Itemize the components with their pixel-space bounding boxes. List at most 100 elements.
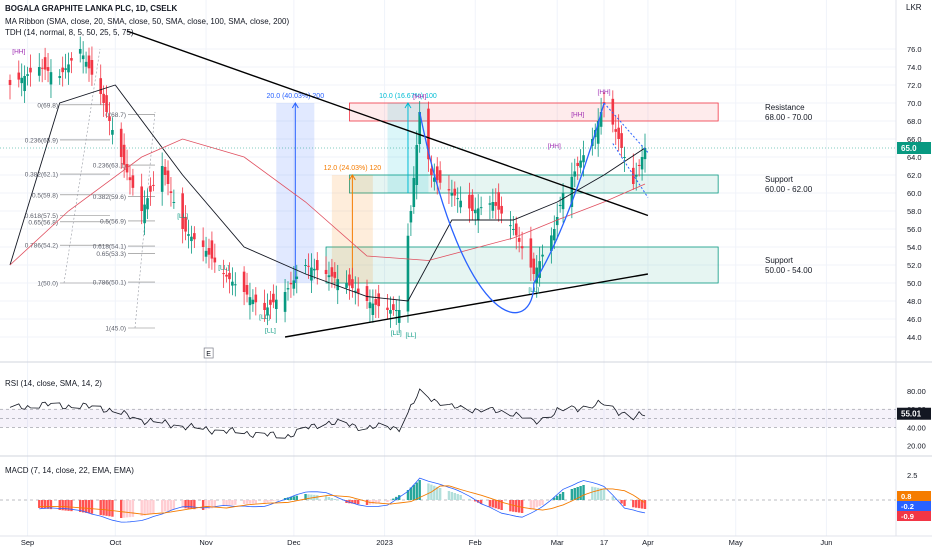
candle xyxy=(394,299,398,326)
candle-body xyxy=(263,302,266,310)
rsi-band xyxy=(0,409,896,428)
candle xyxy=(90,46,94,86)
candle xyxy=(245,272,249,303)
candle-body xyxy=(105,95,108,112)
candle xyxy=(81,41,85,74)
candle xyxy=(573,158,577,188)
candle-body xyxy=(509,225,512,227)
candle-body xyxy=(228,272,231,280)
candle-body xyxy=(620,133,623,148)
candle-body xyxy=(488,203,492,205)
candle-body xyxy=(447,189,451,191)
candle-body xyxy=(599,112,603,127)
macd-histogram-bar xyxy=(632,500,635,508)
macd-histogram-bar xyxy=(594,487,597,500)
macd-legend[interactable]: MACD (7, 14, close, 22, EMA, EMA) xyxy=(5,466,134,475)
candle xyxy=(64,53,67,79)
candle-body xyxy=(345,283,348,288)
price-tick-label: 66.0 xyxy=(907,135,922,144)
candle-body xyxy=(348,274,351,286)
candle-body xyxy=(64,68,67,70)
price-tick-label: 46.0 xyxy=(907,315,922,324)
candle xyxy=(409,205,413,236)
swing-low-label: [LL] xyxy=(259,314,270,321)
macd-histogram-bar xyxy=(640,500,644,509)
candle-body xyxy=(392,304,395,310)
candle xyxy=(430,155,433,188)
candle xyxy=(263,289,266,322)
fib-label: 0.382(59.6) xyxy=(93,194,126,201)
price-tick-label: 72.0 xyxy=(907,81,922,90)
candle xyxy=(286,281,290,301)
candle-body xyxy=(389,310,392,314)
macd-histogram-bar xyxy=(333,499,337,500)
macd-histogram-bar xyxy=(512,500,515,512)
macd-histogram-bar xyxy=(269,500,272,502)
candle-body xyxy=(272,293,275,303)
candle-body xyxy=(374,299,378,305)
macd-histogram-bar xyxy=(87,500,91,514)
rsi-value-badge xyxy=(897,407,931,420)
candle xyxy=(541,244,544,270)
fib-label: 0.382(62.1) xyxy=(25,172,58,179)
macd-histogram-bar xyxy=(225,500,228,506)
time-tick-label: May xyxy=(729,538,743,547)
candle-body xyxy=(611,98,615,125)
zone-box xyxy=(349,102,719,122)
candle xyxy=(570,162,574,219)
macd-histogram-bar xyxy=(228,500,231,506)
candle-body xyxy=(152,184,155,186)
macd-histogram-bar xyxy=(371,500,375,505)
candle xyxy=(43,47,47,81)
tdh-legend[interactable]: TDH (14, normal, 8, 5, 50, 25, 5, 75) xyxy=(5,28,134,37)
candle xyxy=(453,181,457,207)
candle-body xyxy=(201,240,205,247)
macd-histogram-bar xyxy=(509,500,512,512)
macd-histogram-bar xyxy=(436,486,439,500)
candle-body xyxy=(336,279,340,291)
rsi-legend[interactable]: RSI (14, close, SMA, 14, 2) xyxy=(5,379,102,388)
fib-label: 1(50.0) xyxy=(37,281,58,288)
candle-body xyxy=(29,67,32,73)
macd-histogram-bar xyxy=(327,497,331,500)
macd-histogram-bar xyxy=(222,500,225,506)
macd-histogram-bar xyxy=(541,500,544,505)
macd-histogram-bar xyxy=(234,500,237,505)
candle xyxy=(351,267,354,298)
macd-histogram-bar xyxy=(415,482,418,500)
moving-average-line xyxy=(9,138,646,266)
time-tick-label: 2023 xyxy=(376,538,393,547)
candle-body xyxy=(131,175,135,188)
candle xyxy=(49,59,53,99)
candle xyxy=(248,282,252,320)
macd-histogram-bar xyxy=(248,500,252,504)
candle xyxy=(234,272,237,297)
macd-histogram-bar xyxy=(357,500,360,505)
candle-body xyxy=(286,288,290,290)
ma-ribbon-legend[interactable]: MA Ribbon (SMA, close, 20, SMA, close, 5… xyxy=(5,17,290,26)
fib-label: 0.65(53.3) xyxy=(96,251,126,258)
fib-label: 0.618(54.1) xyxy=(93,244,126,251)
macd-histogram-bar xyxy=(166,500,170,511)
swing-low-label: [LL] xyxy=(218,265,229,272)
candle xyxy=(269,291,272,320)
candle-body xyxy=(371,303,375,315)
fib-label: 1(45.0) xyxy=(105,326,126,333)
macd-last-value: 0.8 xyxy=(901,492,911,501)
candle xyxy=(187,219,190,249)
macd-histogram-bar xyxy=(591,486,594,500)
candle xyxy=(105,85,108,118)
earnings-marker xyxy=(203,347,214,359)
macd-histogram-bar xyxy=(128,500,132,518)
macd-histogram-bar xyxy=(67,500,70,511)
candle xyxy=(558,196,562,213)
macd-histogram-bar xyxy=(582,485,585,500)
macd-histogram-bar xyxy=(611,496,615,500)
measure-arrowhead xyxy=(291,102,299,109)
zone-range: 68.00 - 70.00 xyxy=(765,113,813,122)
price-tick-label: 54.0 xyxy=(907,243,922,252)
candle xyxy=(459,186,462,214)
candle-body xyxy=(453,188,457,196)
macd-histogram-bar xyxy=(617,500,620,502)
